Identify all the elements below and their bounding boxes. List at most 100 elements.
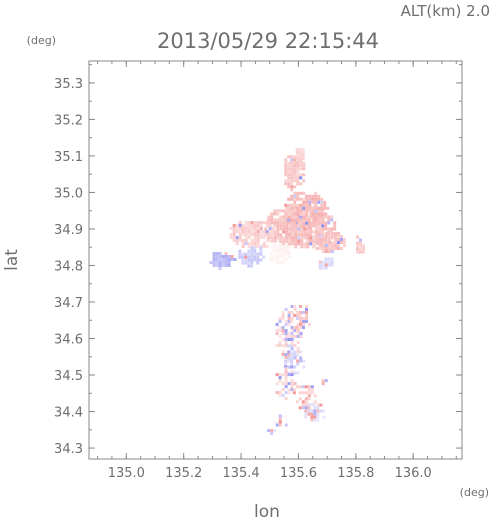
echo-cell [324, 241, 328, 244]
echo-cell [287, 317, 291, 320]
echo-cell [306, 230, 310, 234]
echo-cell [284, 332, 288, 335]
echo-cell [276, 218, 280, 222]
echo-cell [305, 212, 309, 216]
echo-cell [250, 261, 254, 265]
echo-cell [294, 230, 298, 234]
echo-cell [303, 230, 307, 234]
echo-cell [327, 235, 331, 238]
echo-cell [305, 197, 309, 201]
echo-cell [299, 326, 303, 329]
echo-cell [275, 260, 279, 264]
echo-cell [301, 400, 305, 404]
echo-cell [296, 170, 300, 174]
echo-cell [314, 218, 318, 222]
echo-cell [218, 252, 222, 255]
echo-cell [244, 224, 248, 227]
echo-cell [305, 203, 309, 207]
echo-cell [330, 230, 334, 234]
echo-cell [282, 242, 286, 246]
echo-cell [302, 215, 306, 219]
echo-cell [318, 263, 322, 267]
echo-cell [298, 154, 302, 157]
echo-cell [315, 232, 319, 235]
echo-cell [317, 212, 321, 216]
echo-cell [265, 230, 269, 233]
echo-cell [356, 244, 359, 248]
echo-cell [318, 266, 322, 270]
echo-cell [295, 151, 299, 154]
echo-cell [259, 245, 263, 248]
echo-cell [297, 236, 301, 240]
echo-cell [247, 236, 251, 239]
echo-cell [333, 221, 337, 225]
echo-cell [259, 249, 263, 253]
echo-cell [281, 414, 285, 418]
echo-cell [287, 335, 291, 338]
echo-cell [302, 320, 305, 323]
echo-cell [311, 212, 315, 216]
echo-cell [313, 418, 317, 422]
echo-cell [321, 224, 325, 228]
echo-cell [293, 356, 297, 360]
echo-cell [320, 218, 324, 222]
echo-cell [293, 161, 297, 165]
echo-cell [307, 409, 311, 413]
echo-cell [224, 255, 228, 258]
echo-cell [296, 197, 300, 201]
echo-cell [322, 415, 326, 419]
echo-cell [284, 370, 288, 374]
echo-cell [293, 212, 297, 216]
echo-cell [296, 179, 300, 183]
echo-cell [287, 155, 291, 159]
echo-cell [321, 260, 325, 264]
echo-cell [259, 236, 263, 239]
echo-cell [311, 215, 315, 219]
echo-cell [284, 379, 288, 383]
x-tick-label: 136.0 [395, 466, 432, 481]
y-tick-label: 34.9 [54, 223, 83, 238]
echo-cell [282, 224, 286, 228]
echo-cell [290, 305, 294, 308]
echo-cell [256, 245, 260, 248]
echo-cell [287, 332, 291, 335]
echo-cell [294, 224, 298, 228]
echo-cell [250, 264, 254, 268]
echo-cell [275, 251, 279, 255]
echo-cell [299, 332, 303, 335]
echo-cell [318, 230, 322, 234]
echo-cell [285, 218, 289, 222]
echo-cell [330, 241, 334, 244]
echo-cell [310, 415, 314, 419]
echo-cell [306, 215, 310, 219]
echo-cell [327, 241, 331, 244]
echo-cell [250, 245, 254, 248]
echo-cell [232, 236, 236, 239]
echo-cell [324, 238, 328, 241]
echo-cell [267, 429, 271, 433]
echo-cell [293, 158, 297, 162]
echo-cell [296, 194, 300, 198]
echo-cell [330, 247, 334, 250]
echo-cell [278, 423, 282, 427]
echo-cell [265, 224, 269, 227]
echo-cell [259, 227, 263, 230]
echo-cell [209, 261, 213, 264]
echo-cell [309, 239, 313, 243]
echo-cell [296, 164, 300, 168]
echo-cell [284, 385, 288, 389]
echo-cell [281, 329, 285, 332]
echo-cell [293, 167, 297, 171]
echo-cell [238, 255, 242, 259]
echo-cell [290, 188, 294, 192]
echo-cell [256, 242, 260, 245]
echo-cell [275, 329, 279, 332]
echo-cell [262, 230, 266, 233]
echo-cell [305, 317, 308, 320]
echo-cell [232, 224, 236, 227]
echo-cell [291, 239, 295, 243]
echo-cell [253, 245, 257, 248]
echo-cell [293, 371, 297, 375]
echo-cell [256, 227, 260, 230]
